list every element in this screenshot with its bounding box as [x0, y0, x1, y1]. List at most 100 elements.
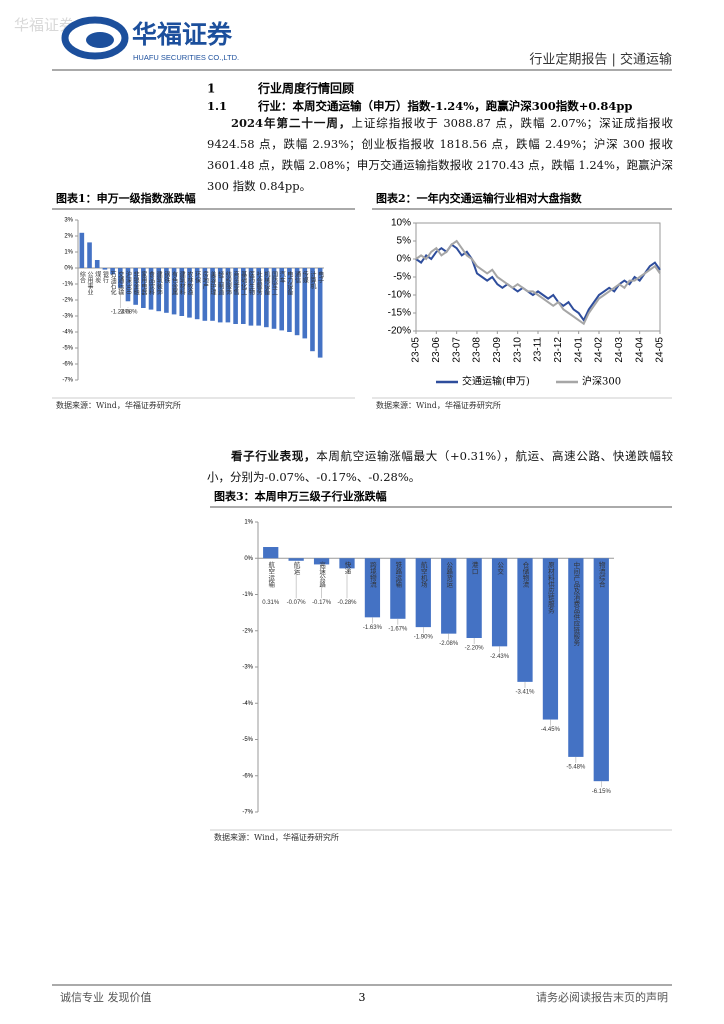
chart-title: 图表1：申万一级指数涨跌幅 [56, 191, 196, 205]
y-tick-label: -10% [388, 290, 411, 301]
value-label: 0.31% [262, 600, 280, 606]
paragraph: 看子行业表现，本周航空运输涨幅最大（+0.31%），航运、高速公路、快递跌幅较小… [207, 446, 673, 488]
y-tick-label: -1% [242, 592, 253, 598]
x-tick-label: 24-02 [594, 337, 605, 363]
bar [415, 558, 431, 628]
x-tick-label: 23-11 [533, 337, 544, 362]
category-label: 国防军工 [271, 271, 278, 295]
bar [202, 268, 208, 321]
value-label: -1.63% [363, 625, 383, 631]
page-number: 3 [359, 991, 366, 1004]
category-label: 航空机场 [419, 560, 427, 589]
bar [79, 232, 85, 268]
x-tick-label: 23-08 [472, 337, 483, 363]
bar [156, 268, 162, 312]
bar [317, 268, 323, 358]
value-label: -2.08% [118, 310, 138, 316]
x-tick-label: 23-09 [492, 337, 503, 363]
chart-source: 数据来源：Wind，华福证券研究所 [376, 400, 501, 410]
x-tick-label: 23-07 [451, 337, 462, 363]
bar [187, 268, 192, 318]
section-title: 行业周度行情回顾 [257, 81, 354, 96]
y-tick-label: 3% [64, 218, 73, 224]
category-label: 跨境物流 [368, 560, 376, 589]
bar [294, 268, 300, 336]
bar [390, 558, 406, 619]
bar [271, 268, 277, 329]
bar [194, 268, 200, 320]
series-line [415, 239, 661, 326]
value-label: -0.17% [312, 600, 332, 606]
bar [87, 242, 92, 268]
y-tick-label: -7% [242, 810, 253, 816]
category-label: 社会服务 [255, 270, 262, 296]
report-type: 行业定期报告 | 交通运输 [529, 52, 672, 68]
bar [233, 268, 238, 324]
category-label: 计算机 [309, 270, 316, 290]
category-label: 公用事业 [86, 271, 93, 295]
x-tick-label: 23-10 [512, 337, 523, 363]
x-tick-label: 24-04 [634, 337, 645, 363]
value-label: -1.67% [388, 626, 408, 632]
category-label: 综合 [78, 270, 85, 284]
category-label: 家用电器 [140, 270, 147, 296]
bar [288, 558, 304, 561]
category-label: 汽车 [278, 270, 285, 284]
value-label: -2.43% [490, 654, 510, 660]
bar [287, 268, 292, 332]
footer-left: 诚信专业 发现价值 [60, 990, 152, 1004]
chart-source: 数据来源：Wind，华福证券研究所 [214, 832, 339, 842]
category-label: 石油石化 [109, 271, 116, 296]
value-label: -5.48% [566, 764, 586, 770]
y-tick-label: -2% [242, 628, 253, 634]
category-label: 电力设备 [286, 270, 293, 296]
bar [279, 268, 285, 331]
text: 本周航空运输涨幅最大（+0.31%），航运、高速公路、快递跌幅较小，分别为-0.… [207, 449, 673, 484]
category-label: 环保 [194, 271, 201, 284]
y-tick-label: -20% [388, 326, 411, 337]
bar [264, 268, 269, 328]
bar [141, 268, 146, 308]
bar [466, 558, 482, 638]
y-tick-label: -3% [62, 314, 73, 320]
category-label: 机械设备 [263, 270, 270, 296]
bar [256, 268, 261, 326]
bar [441, 558, 457, 634]
bar [179, 268, 185, 316]
bar [339, 558, 355, 569]
series-line [415, 243, 661, 323]
bar [110, 268, 115, 275]
value-label: -0.28% [337, 600, 357, 606]
y-tick-label: -15% [388, 308, 411, 319]
category-label: 港口 [470, 560, 478, 575]
value-label: -2.20% [465, 646, 485, 652]
lead: 2024年第二十一周， [231, 116, 352, 130]
bar [171, 268, 177, 315]
value-label: -4.45% [541, 727, 561, 733]
legend-label: 交通运输(申万) [462, 375, 530, 388]
bar [517, 558, 533, 682]
category-label: 建筑材料 [178, 270, 185, 296]
category-label: 仓储物流 [521, 560, 529, 589]
bar [117, 268, 123, 288]
category-label: 传媒 [301, 270, 308, 284]
category-label: 房地产 [201, 270, 208, 290]
y-tick-label: 1% [244, 520, 253, 526]
category-label: 非银金融 [132, 270, 139, 296]
category-label: 纺织服饰 [224, 270, 231, 296]
category-label: 医药生物 [247, 271, 254, 296]
brand-en: HUAFU SECURITIES CO.,LTD. [133, 53, 239, 62]
bar [164, 268, 169, 313]
category-label: 铁路运输 [394, 560, 402, 589]
bar [568, 558, 584, 757]
x-tick-label: 23-05 [411, 337, 422, 363]
bar [125, 268, 131, 302]
y-tick-label: -4% [62, 330, 73, 336]
bar [210, 268, 215, 321]
bar [217, 268, 223, 323]
category-label: 沪深300 [124, 270, 131, 294]
category-label: 物流综合 [597, 560, 605, 589]
bar [248, 268, 254, 326]
value-label: -1.24% [111, 310, 131, 316]
